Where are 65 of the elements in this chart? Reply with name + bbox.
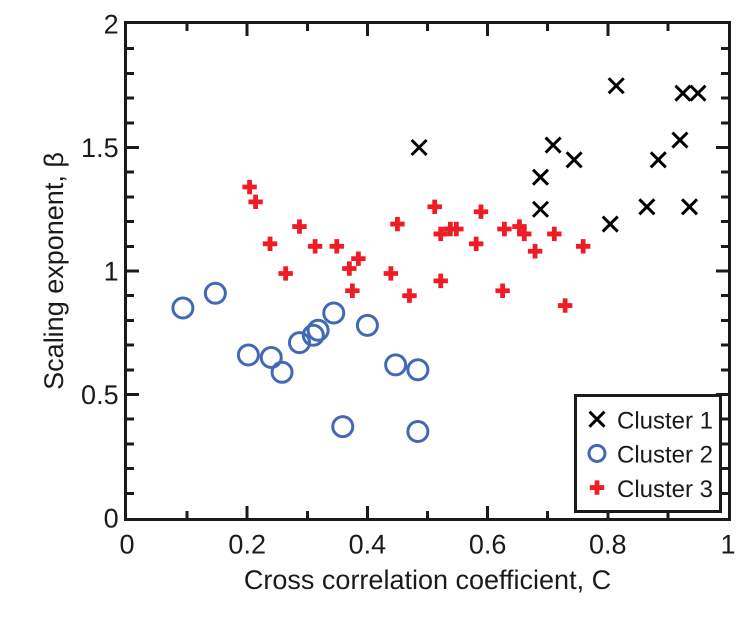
point bbox=[410, 138, 428, 156]
point bbox=[434, 226, 448, 242]
point bbox=[262, 236, 278, 252]
point bbox=[680, 198, 699, 216]
point bbox=[306, 318, 330, 342]
point bbox=[576, 239, 590, 254]
point bbox=[260, 346, 283, 369]
y-tick-label: 0.5 bbox=[81, 380, 119, 410]
point bbox=[292, 219, 307, 234]
y-tick-label: 0 bbox=[104, 503, 119, 534]
x-tick-label: 0.4 bbox=[348, 529, 386, 560]
point bbox=[649, 150, 668, 169]
point bbox=[434, 274, 448, 288]
point bbox=[406, 420, 430, 444]
point bbox=[345, 284, 360, 298]
point bbox=[406, 358, 430, 382]
point bbox=[384, 266, 398, 281]
point bbox=[565, 150, 584, 169]
x-tick-label: 0.8 bbox=[589, 529, 627, 560]
point bbox=[428, 200, 442, 214]
point bbox=[601, 215, 620, 234]
y-tick-label: 1.5 bbox=[81, 132, 119, 163]
point bbox=[204, 282, 227, 305]
y-axis-title: Scaling exponent, β bbox=[39, 152, 70, 390]
point bbox=[531, 168, 550, 186]
point bbox=[278, 266, 293, 281]
point bbox=[331, 415, 354, 438]
legend-label: Cluster 2 bbox=[616, 442, 714, 469]
point bbox=[670, 131, 689, 150]
point bbox=[390, 216, 405, 232]
point bbox=[308, 239, 322, 254]
point bbox=[384, 353, 408, 376]
point bbox=[342, 261, 357, 276]
x-tick-label: 0.2 bbox=[228, 529, 266, 560]
x-tick-label: 1 bbox=[720, 529, 736, 560]
y-tick-label: 2 bbox=[104, 9, 119, 40]
legend-label: Cluster 1 bbox=[616, 408, 714, 435]
point bbox=[547, 226, 562, 242]
point bbox=[171, 296, 194, 320]
point bbox=[495, 284, 510, 298]
point bbox=[497, 222, 512, 236]
point bbox=[517, 226, 532, 242]
point bbox=[302, 324, 325, 347]
point bbox=[638, 198, 656, 216]
point bbox=[544, 136, 562, 154]
point bbox=[531, 200, 550, 218]
point bbox=[288, 331, 311, 354]
point bbox=[468, 236, 484, 252]
x-axis-title: Cross correlation coefficient, C bbox=[244, 564, 612, 595]
point bbox=[528, 244, 542, 258]
point bbox=[248, 194, 263, 210]
point bbox=[270, 360, 294, 384]
y-tick-label: 1 bbox=[104, 256, 119, 286]
point bbox=[356, 314, 379, 337]
point bbox=[322, 301, 346, 324]
point bbox=[558, 298, 572, 313]
legend-label: Cluster 3 bbox=[616, 476, 714, 503]
x-tick-label: 0.6 bbox=[468, 529, 506, 560]
point bbox=[236, 343, 260, 366]
point bbox=[402, 288, 417, 303]
point bbox=[474, 204, 488, 219]
point bbox=[330, 239, 344, 254]
point bbox=[242, 180, 257, 194]
point bbox=[351, 251, 366, 266]
point bbox=[607, 76, 626, 95]
